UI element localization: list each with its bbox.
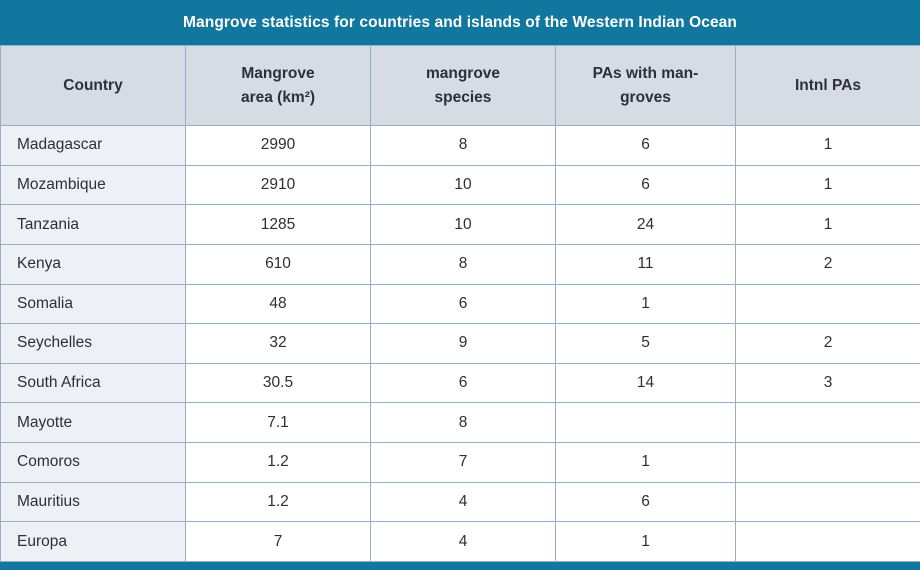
col-header-mangrove-species: mangrove species	[370, 45, 556, 126]
value-cell: 14	[555, 362, 736, 404]
header-line: species	[434, 88, 492, 106]
value-cell	[735, 521, 920, 562]
value-cell: 11	[555, 243, 736, 285]
value-cell: 48	[185, 283, 371, 325]
country-cell: Mauritius	[0, 481, 186, 523]
value-cell: 1	[735, 125, 920, 166]
header-line: Mangrove	[241, 65, 315, 83]
table-row-seychelles: Seychelles 32 9 5 2	[0, 323, 920, 364]
value-cell: 4	[370, 521, 556, 562]
table-row-comoros: Comoros 1.2 7 1	[0, 442, 920, 483]
mangrove-table: Country Mangrove area (km²) mangrove spe…	[0, 45, 920, 562]
country-cell: Mozambique	[0, 164, 186, 206]
table-title-bar: Mangrove statistics for countries and is…	[0, 0, 920, 45]
value-cell: 1.2	[185, 481, 371, 523]
table-row-madagascar: Madagascar 2990 8 6 1	[0, 125, 920, 166]
value-cell: 32	[185, 323, 371, 364]
value-cell: 7.1	[185, 402, 371, 443]
value-cell: 1285	[185, 204, 371, 245]
table-row-mayotte: Mayotte 7.1 8	[0, 402, 920, 443]
value-cell: 6	[555, 481, 736, 523]
country-cell: Seychelles	[0, 323, 186, 364]
country-cell: Mayotte	[0, 402, 186, 443]
header-line: area (km²)	[240, 88, 316, 106]
value-cell: 1	[735, 164, 920, 206]
value-cell: 10	[370, 164, 556, 206]
table-row-mauritius: Mauritius 1.2 4 6	[0, 481, 920, 523]
header-row: Country Mangrove area (km²) mangrove spe…	[0, 45, 920, 126]
value-cell: 6	[555, 125, 736, 166]
value-cell: 610	[185, 243, 371, 285]
value-cell: 2990	[185, 125, 371, 166]
table-row-tanzania: Tanzania 1285 10 24 1	[0, 204, 920, 245]
value-cell: 8	[370, 402, 556, 443]
country-cell: Europa	[0, 521, 186, 562]
table-row-kenya: Kenya 610 8 11 2	[0, 243, 920, 285]
value-cell: 8	[370, 125, 556, 166]
header-line: Intnl PAs	[794, 76, 862, 94]
country-cell: Comoros	[0, 442, 186, 483]
value-cell: 10	[370, 204, 556, 245]
header-line: PAs with man-	[592, 65, 699, 83]
value-cell: 5	[555, 323, 736, 364]
value-cell: 1.2	[185, 442, 371, 483]
value-cell: 1	[555, 283, 736, 325]
country-cell: Somalia	[0, 283, 186, 325]
country-cell: South Africa	[0, 362, 186, 404]
header-line: groves	[620, 88, 671, 106]
table-row-mozambique: Mozambique 2910 10 6 1	[0, 164, 920, 206]
value-cell: 6	[370, 283, 556, 325]
country-cell: Madagascar	[0, 125, 186, 166]
header-line: mangrove	[425, 65, 501, 83]
col-header-mangrove-area: Mangrove area (km²)	[185, 45, 371, 126]
value-cell: 6	[555, 164, 736, 206]
value-cell: 2910	[185, 164, 371, 206]
value-cell: 9	[370, 323, 556, 364]
header-line: Country	[63, 76, 123, 94]
value-cell: 2	[735, 323, 920, 364]
country-cell: Tanzania	[0, 204, 186, 245]
value-cell	[735, 283, 920, 325]
value-cell: 6	[370, 362, 556, 404]
country-cell: Kenya	[0, 243, 186, 285]
table-row-south-africa: South Africa 30.5 6 14 3	[0, 362, 920, 404]
value-cell: 8	[370, 243, 556, 285]
col-header-country: Country	[0, 45, 186, 126]
value-cell	[735, 402, 920, 443]
value-cell: 30.5	[185, 362, 371, 404]
value-cell: 4	[370, 481, 556, 523]
col-header-intnl-pas: Intnl PAs	[735, 45, 920, 126]
value-cell: 24	[555, 204, 736, 245]
table-row-europa: Europa 7 4 1	[0, 521, 920, 562]
value-cell: 7	[370, 442, 556, 483]
col-header-pas-with-mangroves: PAs with man- groves	[555, 45, 736, 126]
value-cell: 1	[555, 442, 736, 483]
value-cell	[735, 442, 920, 483]
value-cell: 1	[555, 521, 736, 562]
value-cell	[735, 481, 920, 523]
table-row-somalia: Somalia 48 6 1	[0, 283, 920, 325]
value-cell: 1	[735, 204, 920, 245]
value-cell: 7	[185, 521, 371, 562]
value-cell	[555, 402, 736, 443]
table-title: Mangrove statistics for countries and is…	[183, 13, 737, 31]
value-cell: 2	[735, 243, 920, 285]
bottom-accent-bar	[0, 562, 920, 570]
value-cell: 3	[735, 362, 920, 404]
